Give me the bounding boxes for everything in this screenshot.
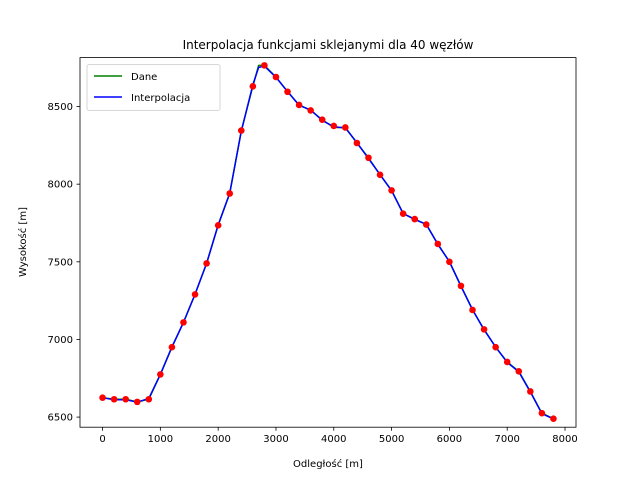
node-point [249, 83, 257, 90]
y-axis-title: Wysokość [m] [17, 207, 29, 277]
node-point [365, 154, 372, 162]
node-point [399, 210, 407, 217]
node-point [480, 326, 488, 333]
node-point [411, 215, 419, 223]
node-point [446, 258, 453, 266]
node-point [503, 358, 511, 366]
legend-label-dane: Dane [131, 72, 157, 83]
node-point [318, 116, 326, 124]
x-tick-label: 1000 [148, 434, 173, 445]
node-point [284, 88, 291, 96]
node-point [157, 371, 164, 378]
node-point [376, 171, 384, 179]
x-tick-label: 8000 [552, 434, 577, 445]
x-tick-label: 6000 [437, 434, 462, 445]
node-point [237, 127, 245, 134]
node-point [203, 260, 210, 267]
node-point [99, 394, 106, 401]
node-point [342, 124, 349, 131]
node-point [168, 343, 176, 351]
node-point [180, 319, 187, 326]
node-point [191, 291, 199, 298]
node-point [122, 395, 129, 403]
node-point [307, 107, 314, 114]
node-point [515, 367, 523, 375]
nodes-layer [99, 62, 557, 422]
node-point [353, 139, 361, 147]
x-axis: 0 1000 2000 3000 4000 5000 6000 7000 8000 [99, 427, 578, 445]
node-point [550, 415, 557, 422]
node-point [457, 282, 465, 290]
y-tick-label: 7000 [48, 335, 73, 346]
x-tick-label: 3000 [263, 434, 288, 445]
legend-label-interpolacja: Interpolacja [131, 93, 190, 104]
node-point [272, 73, 280, 81]
y-tick-label: 6500 [48, 413, 73, 424]
node-point [434, 240, 442, 248]
node-point [145, 395, 153, 403]
plot-area [80, 57, 576, 428]
x-tick-label: 4000 [321, 434, 346, 445]
y-tick-label: 8500 [48, 102, 73, 113]
x-axis-title: Odległość [m] [293, 458, 363, 470]
node-point [422, 221, 430, 228]
x-tick-label: 5000 [379, 434, 404, 445]
x-tick-label: 2000 [205, 434, 230, 445]
node-point [226, 190, 234, 197]
node-point [469, 306, 476, 314]
node-point [133, 398, 141, 406]
x-tick-label: 7000 [494, 434, 519, 445]
chart-title: Interpolacja funkcjami sklejanymi dla 40… [183, 38, 474, 52]
node-point [214, 222, 222, 229]
y-tick-label: 7500 [48, 257, 73, 268]
node-point [538, 409, 546, 417]
node-point [388, 187, 395, 194]
legend: Dane Interpolacja [86, 64, 221, 111]
node-point [492, 343, 499, 351]
y-tick-label: 8000 [48, 180, 73, 191]
node-point [295, 101, 303, 109]
node-point [110, 395, 118, 403]
node-point [330, 122, 338, 130]
y-axis: 6500 7000 7500 8000 8500 [48, 102, 80, 424]
plot-frame [79, 57, 577, 428]
node-point [261, 62, 268, 69]
x-tick-label: 0 [99, 434, 105, 445]
node-point [527, 388, 534, 395]
